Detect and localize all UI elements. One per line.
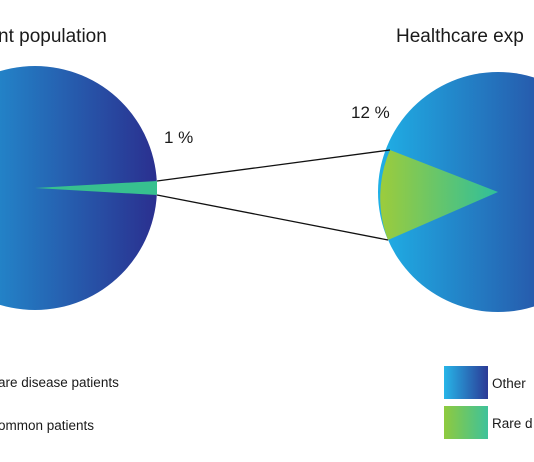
legend-left-item-rare: are disease patients xyxy=(0,375,119,390)
legend-swatch-other xyxy=(444,366,488,399)
left-pie xyxy=(0,66,157,310)
left-chart-title: nt population xyxy=(0,26,107,47)
left-pie-rare-slice xyxy=(35,181,157,195)
right-slice-percent-label: 12 % xyxy=(351,103,390,122)
legend-right-item-rare: Rare d xyxy=(492,416,533,431)
connector-line-bottom xyxy=(156,194,389,241)
right-chart-title: Healthcare exp xyxy=(396,26,524,47)
legend-right-item-other: Other xyxy=(492,376,526,391)
right-pie-rare-slice xyxy=(380,150,498,240)
legend-left-item-common: ommon patients xyxy=(0,418,94,433)
left-slice-percent-label: 1 % xyxy=(164,128,193,147)
legend-swatch-rare xyxy=(444,406,488,439)
connector-line-top xyxy=(156,149,391,182)
right-pie xyxy=(378,72,534,312)
